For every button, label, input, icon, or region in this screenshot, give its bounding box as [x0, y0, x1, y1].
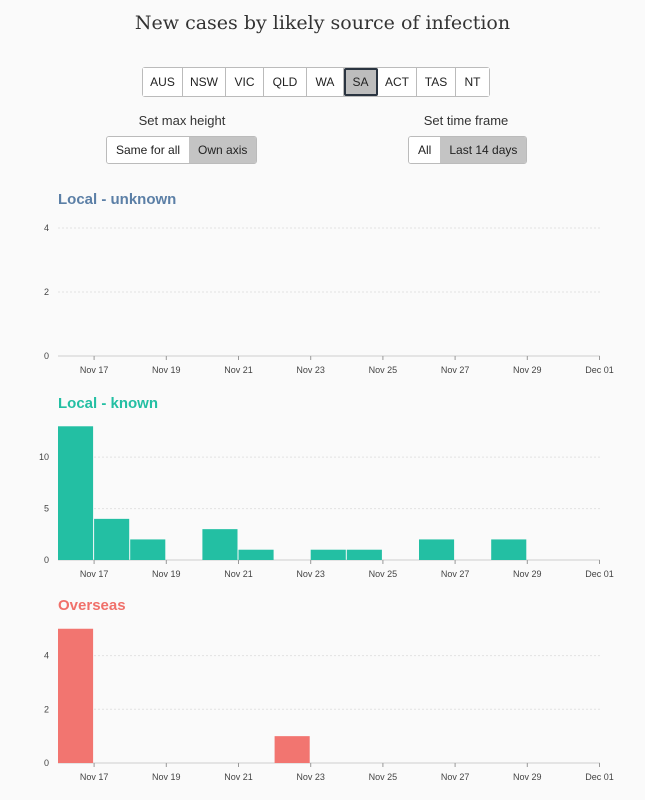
x-tick-label: Nov 29 [513, 365, 542, 375]
bar [202, 529, 238, 560]
y-tick-label: 2 [44, 287, 49, 297]
chart-title-local-known: Local - known [58, 395, 159, 412]
x-tick-label: Nov 19 [152, 772, 181, 782]
y-tick-label: 0 [44, 351, 49, 361]
max-height-label: Set max height [138, 113, 226, 128]
x-tick-label: Nov 21 [224, 365, 253, 375]
state-tab-aus[interactable]: AUS [143, 68, 183, 96]
x-tick-label: Nov 27 [441, 569, 470, 579]
x-tick-label: Nov 23 [296, 569, 325, 579]
x-tick-label: Nov 27 [441, 365, 470, 375]
state-tab-qld[interactable]: QLD [264, 68, 307, 96]
page-title: New cases by likely source of infection [134, 12, 511, 34]
x-tick-label: Dec 01 [585, 569, 614, 579]
y-tick-label: 5 [44, 504, 49, 514]
x-tick-label: Nov 29 [513, 772, 542, 782]
x-tick-label: Nov 19 [152, 569, 181, 579]
time-frame-option-last-14-days[interactable]: Last 14 days [440, 137, 527, 163]
x-tick-label: Nov 23 [296, 772, 325, 782]
max-height-option-same-for-all[interactable]: Same for all [107, 137, 190, 163]
x-tick-label: Nov 17 [80, 365, 109, 375]
y-tick-label: 10 [39, 452, 49, 462]
bar [491, 539, 527, 560]
x-tick-label: Nov 17 [80, 569, 109, 579]
x-tick-label: Dec 01 [585, 772, 614, 782]
x-tick-label: Nov 25 [369, 772, 398, 782]
x-tick-label: Nov 25 [369, 569, 398, 579]
bar [58, 628, 94, 763]
bar [238, 549, 274, 560]
x-tick-label: Nov 19 [152, 365, 181, 375]
chart-title-local-unknown: Local - unknown [58, 191, 177, 208]
bar [310, 549, 346, 560]
state-tab-vic[interactable]: VIC [226, 68, 264, 96]
y-tick-label: 2 [44, 704, 49, 714]
state-tab-wa[interactable]: WA [307, 68, 344, 96]
state-tab-act[interactable]: ACT [378, 68, 417, 96]
x-tick-label: Nov 27 [441, 772, 470, 782]
time-frame-label: Set time frame [423, 113, 509, 128]
state-tab-nt[interactable]: NT [456, 68, 489, 96]
time-frame-option-all[interactable]: All [409, 137, 441, 163]
max-height-toggle: Same for all Own axis [106, 136, 258, 164]
x-tick-label: Nov 21 [224, 772, 253, 782]
bar [419, 539, 455, 560]
state-tab-tas[interactable]: TAS [417, 68, 456, 96]
bar [130, 539, 166, 560]
y-tick-label: 4 [44, 223, 49, 233]
bar [274, 736, 310, 763]
x-tick-label: Nov 21 [224, 569, 253, 579]
x-tick-label: Dec 01 [585, 365, 614, 375]
bar [94, 518, 130, 560]
bar [58, 426, 94, 560]
state-tab-nsw[interactable]: NSW [183, 68, 226, 96]
y-tick-label: 0 [44, 758, 49, 768]
x-tick-label: Nov 25 [369, 365, 398, 375]
y-tick-label: 4 [44, 651, 49, 661]
x-tick-label: Nov 17 [80, 772, 109, 782]
bar [346, 549, 382, 560]
x-tick-label: Nov 29 [513, 569, 542, 579]
max-height-option-own-axis[interactable]: Own axis [189, 137, 257, 163]
x-tick-label: Nov 23 [296, 365, 325, 375]
state-selector: AUS NSW VIC QLD WA SA ACT TAS NT [142, 67, 490, 97]
y-tick-label: 0 [44, 555, 49, 565]
time-frame-toggle: All Last 14 days [408, 136, 528, 164]
chart-title-overseas: Overseas [58, 597, 126, 614]
state-tab-sa[interactable]: SA [344, 68, 378, 96]
